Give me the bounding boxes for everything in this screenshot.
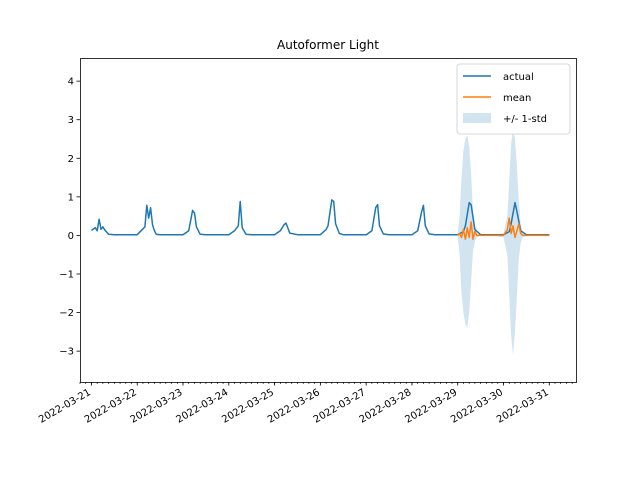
y-tick-label: −2 (59, 308, 74, 319)
y-tick-label: −3 (59, 347, 74, 358)
legend-actual-label: actual (503, 72, 534, 83)
x-axis: 2022-03-212022-03-222022-03-232022-03-24… (37, 382, 573, 426)
y-axis: −3 −2 −1 0 1 2 3 4 (59, 77, 80, 358)
y-tick-label: −1 (59, 270, 74, 281)
series-line-mean (457, 217, 550, 241)
legend-mean-label: mean (503, 93, 531, 104)
plot-frame (80, 58, 577, 383)
std-band (457, 131, 550, 355)
series-line-actual (90, 199, 550, 236)
y-tick-label: 3 (68, 115, 74, 126)
y-tick-label: 2 (68, 154, 74, 165)
chart-title: Autoformer Light (277, 38, 379, 52)
legend-band-label: +/- 1-std (503, 114, 547, 125)
x-tick-label: 2022-03-31 (495, 387, 551, 426)
legend: actual mean +/- 1-std (456, 63, 571, 135)
y-tick-label: 0 (68, 231, 74, 242)
legend-box (456, 63, 571, 135)
y-tick-label: 1 (68, 192, 74, 203)
legend-band-swatch (463, 113, 491, 123)
y-tick-label: 4 (68, 77, 74, 88)
